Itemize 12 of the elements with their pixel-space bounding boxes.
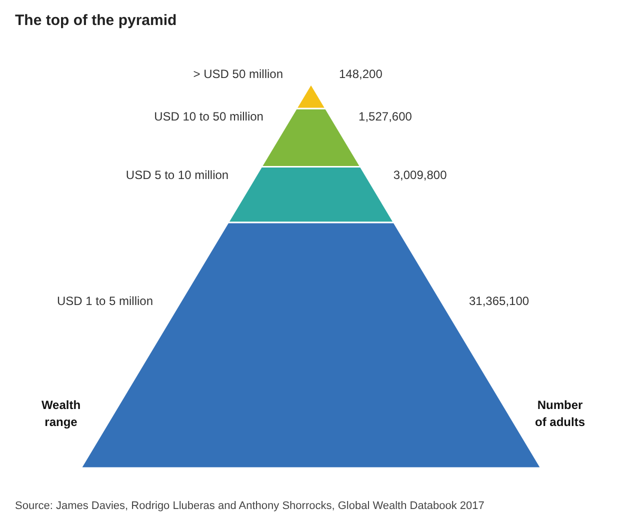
data-label: 31,365,100 bbox=[468, 294, 530, 308]
text: Number of adults bbox=[535, 398, 586, 429]
category-label: USD 5 to 10 million bbox=[126, 168, 229, 182]
text: The top of the pyramid bbox=[15, 12, 177, 29]
data-label: 148,200 bbox=[339, 67, 383, 81]
category-label: USD 10 to 50 million bbox=[154, 110, 264, 124]
source-note: Source: James Davies, Rodrigo Lluberas and Anthony Shorrocks, Global Wealth Databook 2017 bbox=[15, 500, 484, 512]
text: Wealth range bbox=[41, 398, 81, 429]
category-label: > USD 50 million bbox=[193, 67, 283, 81]
category-label: USD 1 to 5 million bbox=[56, 294, 154, 308]
data-label: 3,009,800 bbox=[393, 168, 448, 182]
data-label: 1,527,600 bbox=[358, 110, 412, 124]
